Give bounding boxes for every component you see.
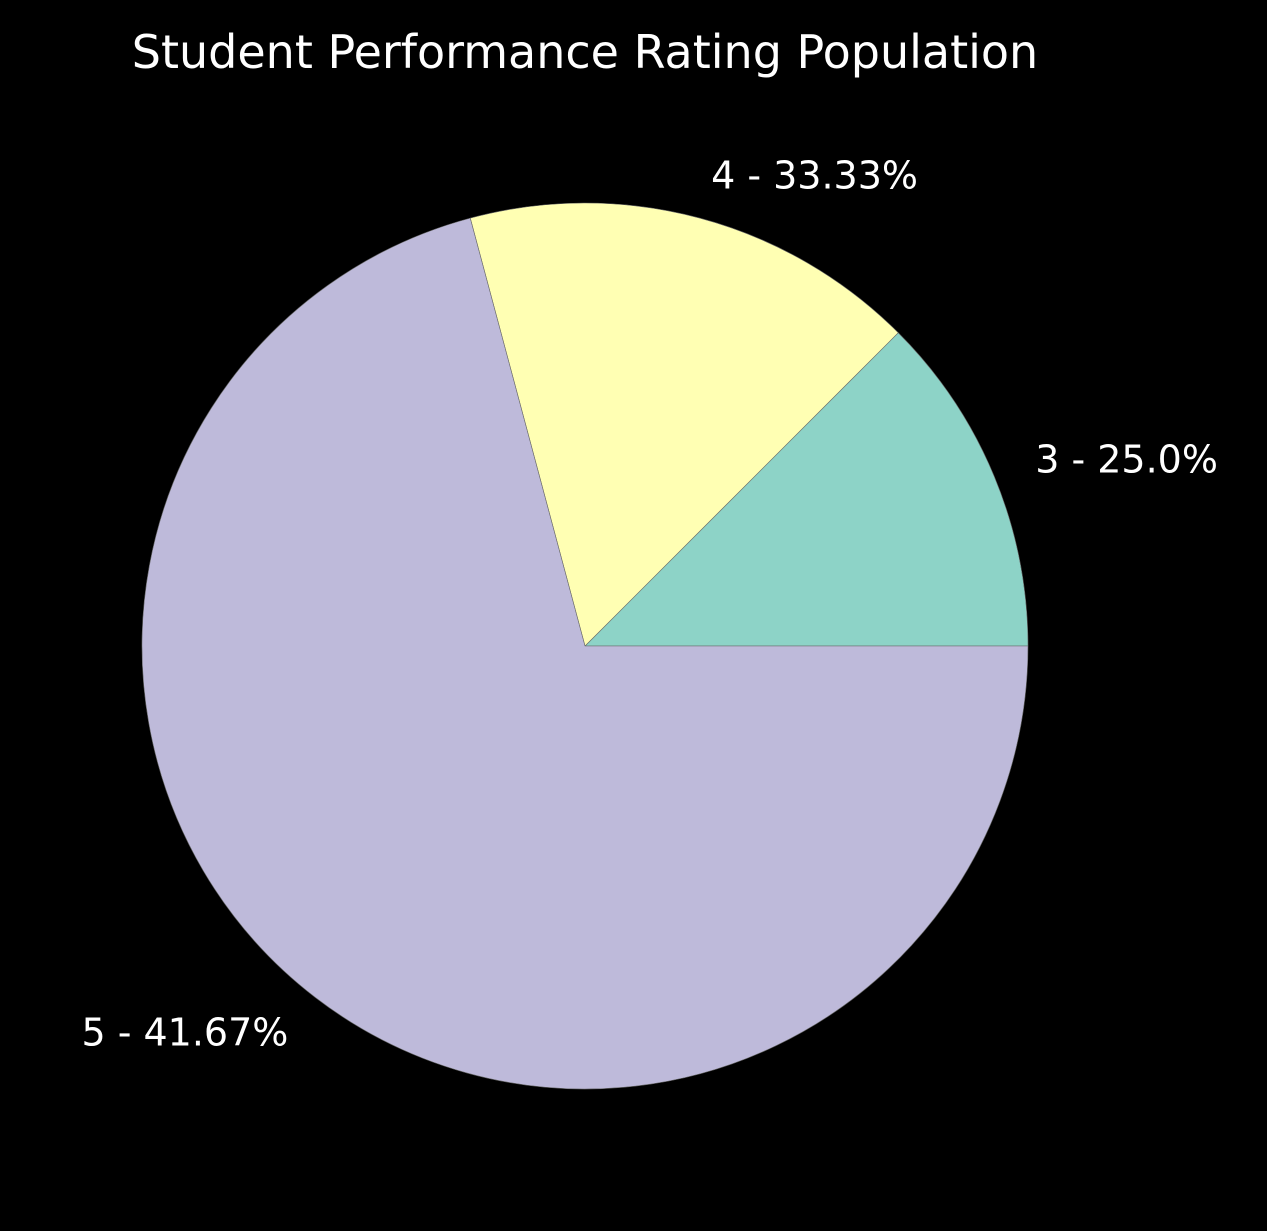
pie-slices xyxy=(141,202,1029,1090)
pie-slice-3 xyxy=(584,332,1029,647)
pie-labels: 3 - 25.0% 4 - 33.33% 5 - 41.67% xyxy=(81,153,1218,1054)
pie-slice-5 xyxy=(141,217,1029,1090)
slice-label-4: 4 - 33.33% xyxy=(711,153,918,197)
slice-label-5: 5 - 41.67% xyxy=(81,1011,288,1055)
chart-title: Student Performance Rating Population xyxy=(132,25,1038,79)
slice-label-3: 3 - 25.0% xyxy=(1035,438,1218,482)
pie-slice-4 xyxy=(469,202,899,647)
